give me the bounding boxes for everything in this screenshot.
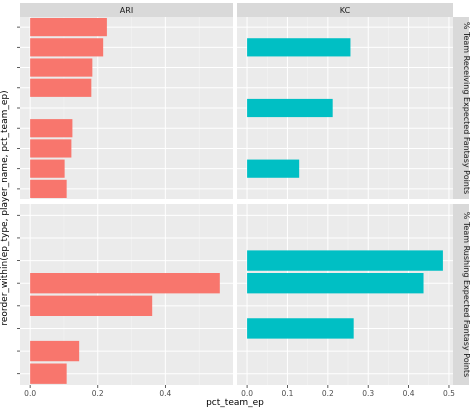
facet-strip-label-ari: ARI <box>120 6 133 15</box>
bar-kc <box>247 159 300 178</box>
facet-strip-row-label-1: % Team Rushing Expected Fantasy Points <box>462 212 471 377</box>
bar-ari <box>30 295 153 316</box>
x-tick-label: 0.2 <box>92 389 104 398</box>
bar-ari <box>30 273 220 294</box>
bar-ari <box>30 159 65 178</box>
bar-ari <box>30 58 93 77</box>
bar-ari <box>30 340 80 362</box>
x-tick-label: 0.3 <box>362 389 374 398</box>
bar-kc <box>247 98 333 118</box>
bar-ari <box>30 139 72 158</box>
bar-kc <box>247 273 424 294</box>
x-tick-label: 0.5 <box>443 389 455 398</box>
facet-strip-row-1 <box>453 204 469 385</box>
axes-layer: 0.0 0.2 0.4 0.0 0.1 0.2 0.3 0.4 0.5 <box>17 26 455 398</box>
bar-ari <box>30 38 104 57</box>
bar-ari <box>30 18 107 37</box>
bar-ari <box>30 119 73 138</box>
x-tick-label: 0.2 <box>322 389 334 398</box>
bar-ari <box>30 363 67 384</box>
bar-kc <box>247 318 354 339</box>
x-tick-label: 0.4 <box>403 389 415 398</box>
x-tick-label: 0.4 <box>159 389 171 398</box>
facet-strip-row-0 <box>453 17 469 199</box>
bar-ari <box>30 179 67 198</box>
facet-strip-row-label-0: % Team Receiving Expected Fantasy Points <box>462 22 471 194</box>
x-tick-label: 0.0 <box>241 389 253 398</box>
x-axis-title: pct_team_ep <box>206 398 264 408</box>
y-axis-title: reorder_within(ep_type, player_name, pct… <box>0 90 10 325</box>
bar-kc <box>247 250 443 271</box>
x-tick-label: 0.0 <box>24 389 36 398</box>
strips-layer: ARI KC % Team Receiving Expected Fantasy P… <box>20 3 471 385</box>
bars-layer <box>30 18 443 384</box>
x-tick-label: 0.1 <box>281 389 293 398</box>
facet-strip-ari <box>20 3 233 17</box>
panel-background-1-kc <box>237 204 453 385</box>
bar-kc <box>247 38 351 57</box>
facet-strip-kc <box>237 3 453 17</box>
facet-strip-label-kc: KC <box>340 6 351 15</box>
bar-ari <box>30 78 92 97</box>
